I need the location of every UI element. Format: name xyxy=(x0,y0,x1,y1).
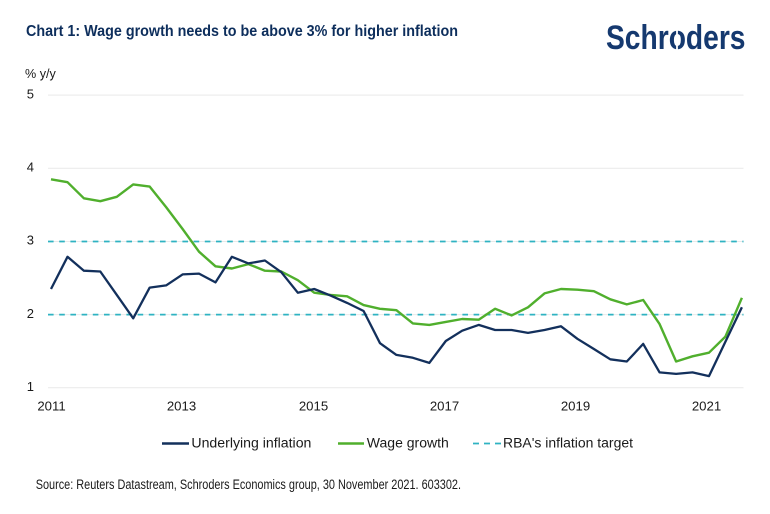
svg-text:2017: 2017 xyxy=(430,399,459,414)
svg-text:Schroders: Schroders xyxy=(606,19,746,57)
svg-text:5: 5 xyxy=(27,86,34,101)
svg-text:2015: 2015 xyxy=(299,399,328,414)
svg-text:2011: 2011 xyxy=(37,399,65,414)
svg-text:% y/y: % y/y xyxy=(25,67,56,81)
svg-text:RBA's inflation target: RBA's inflation target xyxy=(503,436,633,451)
svg-text:4: 4 xyxy=(27,160,34,175)
svg-text:Source: Reuters Datastream, Sc: Source: Reuters Datastream, Schroders Ec… xyxy=(36,477,461,492)
svg-text:Underlying inflation: Underlying inflation xyxy=(191,436,311,451)
svg-text:2019: 2019 xyxy=(561,399,590,414)
svg-text:Chart 1: Wage growth needs to: Chart 1: Wage growth needs to be above 3… xyxy=(26,23,458,40)
svg-text:Wage growth: Wage growth xyxy=(367,436,449,451)
svg-text:2021: 2021 xyxy=(692,399,721,414)
svg-text:2013: 2013 xyxy=(167,399,196,414)
svg-text:3: 3 xyxy=(27,233,34,248)
svg-text:2: 2 xyxy=(27,306,34,321)
svg-text:1: 1 xyxy=(27,379,34,394)
